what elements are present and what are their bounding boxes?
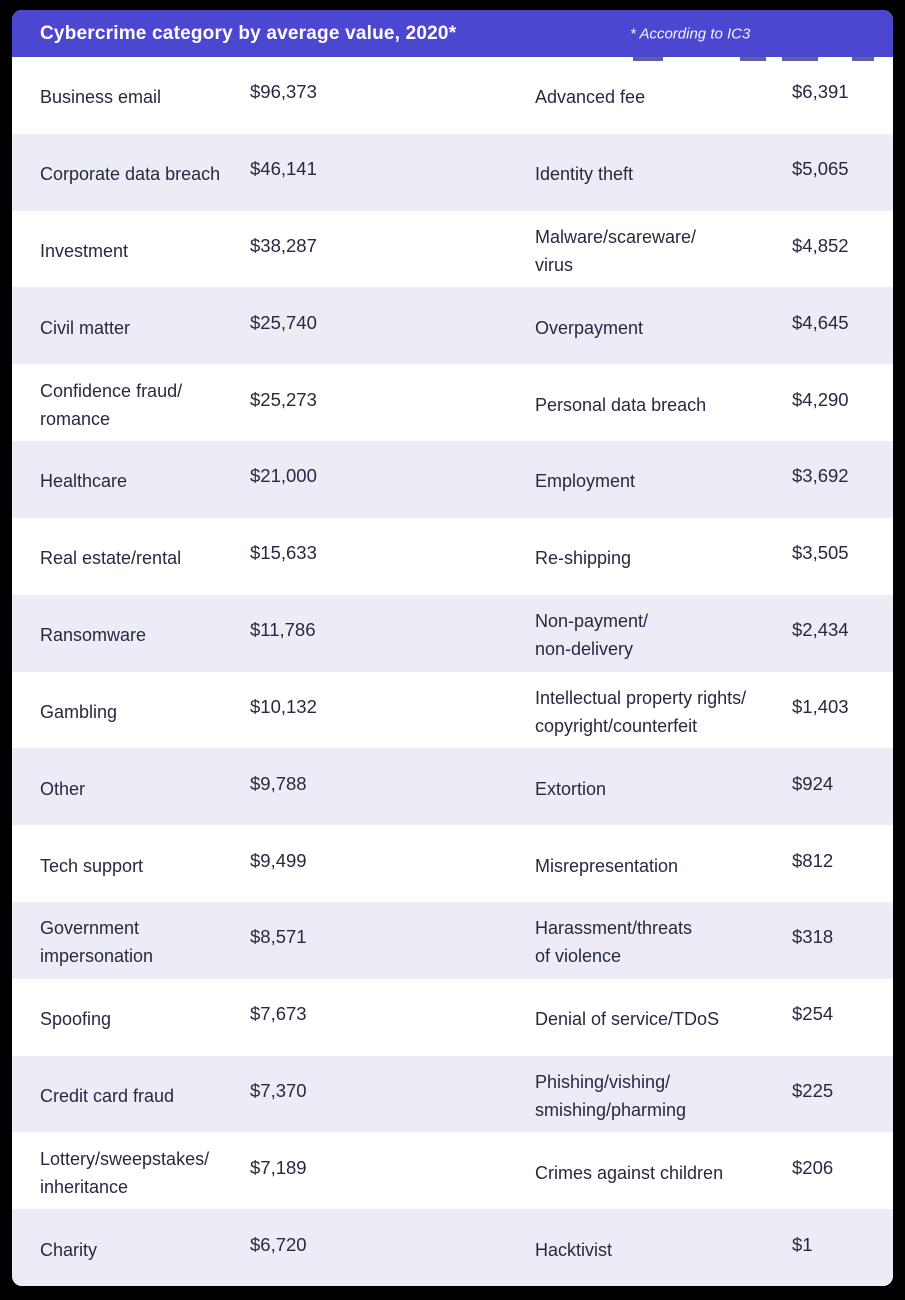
category-label-right: Personal data breach xyxy=(535,394,707,415)
table-row: Civil matter $25,740 Overpayment $4,645 xyxy=(12,287,893,365)
category-value-left: $11,786 xyxy=(250,619,316,641)
category-value-right: $318 xyxy=(792,926,834,948)
category-value-left: $8,571 xyxy=(250,926,307,948)
table-row: Lottery/sweepstakes/ inheritance $7,189 … xyxy=(12,1132,893,1210)
category-label-right: Phishing/vishing/ smishing/pharming xyxy=(535,1071,687,1120)
table-title: Cybercrime category by average value, 20… xyxy=(40,22,457,44)
category-value-right: $4,645 xyxy=(792,311,849,333)
category-value-left: $46,141 xyxy=(250,158,317,180)
table-row: Spoofing $7,673 Denial of service/TDoS $… xyxy=(12,978,893,1056)
category-label-left: Real estate/rental xyxy=(40,548,182,569)
category-value-left: $10,132 xyxy=(250,695,317,717)
category-value-left: $25,273 xyxy=(250,388,317,410)
category-label-right: Employment xyxy=(535,471,636,492)
category-value-right: $1,403 xyxy=(792,695,849,717)
table-header-bar: Cybercrime category by average value, 20… xyxy=(12,10,893,57)
cybercrime-table-card: Cybercrime category by average value, 20… xyxy=(12,10,893,1286)
category-value-right: $5,065 xyxy=(792,158,849,180)
category-label-left: Confidence fraud/ romance xyxy=(40,380,183,429)
category-label-right: Non-payment/ non-delivery xyxy=(535,611,649,660)
category-value-right: $6,391 xyxy=(792,81,849,103)
table-row: Credit card fraud $7,370 Phishing/vishin… xyxy=(12,1055,893,1133)
category-label-left: Ransomware xyxy=(40,625,147,646)
category-value-left: $6,720 xyxy=(250,1233,307,1255)
category-label-left: Healthcare xyxy=(40,471,128,492)
category-value-right: $4,290 xyxy=(792,388,849,410)
table-row: Confidence fraud/ romance $25,273 Person… xyxy=(12,364,893,442)
category-label-left: Other xyxy=(40,778,86,799)
category-label-left: Business email xyxy=(40,87,162,108)
table-row: Ransomware $11,786 Non-payment/ non-deli… xyxy=(12,594,893,672)
category-value-right: $4,852 xyxy=(792,235,849,257)
category-value-left: $15,633 xyxy=(250,542,317,564)
category-value-right: $206 xyxy=(792,1156,834,1178)
table-source-note: * According to IC3 xyxy=(630,25,751,42)
category-label-left: Corporate data breach xyxy=(40,164,221,185)
category-label-right: Malware/scareware/ virus xyxy=(535,227,697,276)
category-value-left: $7,673 xyxy=(250,1003,307,1025)
category-label-right: Misrepresentation xyxy=(535,855,679,876)
table-row: Real estate/rental $15,633 Re-shipping $… xyxy=(12,517,893,595)
category-value-left: $96,373 xyxy=(250,81,317,103)
category-value-left: $7,370 xyxy=(250,1079,307,1101)
category-label-right: Advanced fee xyxy=(535,87,646,108)
category-label-left: Investment xyxy=(40,241,129,262)
category-label-right: Extortion xyxy=(535,778,607,799)
table-body: Business email $96,373 Advanced fee $6,3… xyxy=(12,57,893,1286)
category-value-right: $3,692 xyxy=(792,465,849,487)
category-label-right: Denial of service/TDoS xyxy=(535,1009,720,1030)
table-row: Tech support $9,499 Misrepresentation $8… xyxy=(12,825,893,902)
category-value-right: $924 xyxy=(792,772,834,794)
table-row: Investment $38,287 Malware/scareware/ vi… xyxy=(12,210,893,288)
category-value-right: $254 xyxy=(792,1003,834,1025)
table-row: Other $9,788 Extortion $924 xyxy=(12,748,893,826)
table-row: Gambling $10,132 Intellectual property r… xyxy=(12,671,893,749)
category-label-right: Identity theft xyxy=(535,164,634,185)
category-value-left: $38,287 xyxy=(250,235,317,257)
category-label-left: Spoofing xyxy=(40,1009,112,1030)
category-value-right: $225 xyxy=(792,1079,834,1101)
category-value-right: $2,434 xyxy=(792,619,849,641)
category-value-left: $25,740 xyxy=(250,311,317,333)
category-value-right: $812 xyxy=(792,849,834,871)
category-label-right: Crimes against children xyxy=(535,1162,724,1183)
category-label-left: Gambling xyxy=(40,701,118,722)
category-label-left: Charity xyxy=(40,1239,98,1260)
category-value-left: $9,788 xyxy=(250,772,307,794)
category-value-right: $1 xyxy=(792,1233,813,1255)
category-label-right: Hacktivist xyxy=(535,1239,613,1260)
category-label-right: Re-shipping xyxy=(535,548,632,569)
category-value-left: $9,499 xyxy=(250,849,307,871)
table-row: Healthcare $21,000 Employment $3,692 xyxy=(12,441,893,518)
crop-artifact xyxy=(852,57,874,61)
table-row: Business email $96,373 Advanced fee $6,3… xyxy=(12,57,893,134)
category-value-left: $21,000 xyxy=(250,465,317,487)
category-label-left: Government impersonation xyxy=(40,918,154,967)
category-label-left: Lottery/sweepstakes/ inheritance xyxy=(40,1148,210,1197)
crop-artifact xyxy=(633,57,663,61)
category-value-right: $3,505 xyxy=(792,542,849,564)
table-row: Corporate data breach $46,141 Identity t… xyxy=(12,133,893,211)
category-label-right: Intellectual property rights/ copyright/… xyxy=(535,687,747,736)
category-label-left: Tech support xyxy=(40,855,144,876)
crop-artifact xyxy=(740,57,766,61)
category-value-left: $7,189 xyxy=(250,1156,307,1178)
crop-artifact xyxy=(782,57,818,61)
category-label-left: Civil matter xyxy=(40,317,131,338)
table-row: Government impersonation $8,571 Harassme… xyxy=(12,901,893,979)
category-label-right: Harassment/threats of violence xyxy=(535,918,693,967)
category-label-left: Credit card fraud xyxy=(40,1085,175,1106)
table-row: Charity $6,720 Hacktivist $1 xyxy=(12,1209,893,1286)
category-label-right: Overpayment xyxy=(535,317,644,338)
